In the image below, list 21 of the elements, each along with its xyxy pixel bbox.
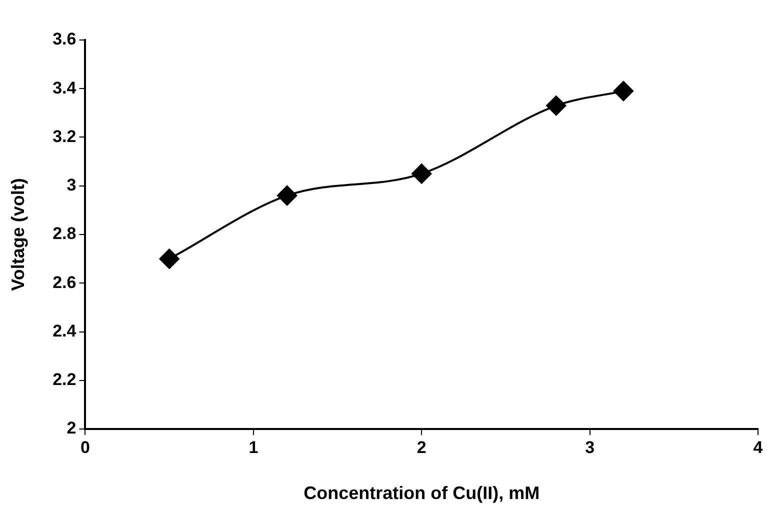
y-tick-label: 3.2 xyxy=(52,126,76,146)
x-tick-label: 0 xyxy=(80,438,90,457)
x-tick-label: 3 xyxy=(585,438,595,457)
point xyxy=(613,81,634,102)
point xyxy=(412,164,432,184)
y-tick-label: 2.2 xyxy=(52,370,76,390)
x-axis-title: Concentration of Cu(II), mM xyxy=(304,483,540,504)
point xyxy=(159,248,180,269)
point xyxy=(546,96,566,116)
y-tick-label: 2 xyxy=(66,418,76,438)
y-axis-title: Voltage (volt) xyxy=(8,178,28,291)
y-tick-label: 3.6 xyxy=(52,30,76,49)
x-tick-label: 2 xyxy=(416,438,426,457)
x-tick-label: 1 xyxy=(248,438,258,457)
y-tick-label: 3.4 xyxy=(52,78,77,98)
x-tick-label: 4 xyxy=(753,438,764,457)
y-tick-label: 2.4 xyxy=(52,321,77,340)
y-tick-label: 2.6 xyxy=(52,272,76,292)
point xyxy=(277,186,298,206)
y-tick-label: 3 xyxy=(66,176,76,195)
y-tick-label: 2.8 xyxy=(52,224,76,244)
